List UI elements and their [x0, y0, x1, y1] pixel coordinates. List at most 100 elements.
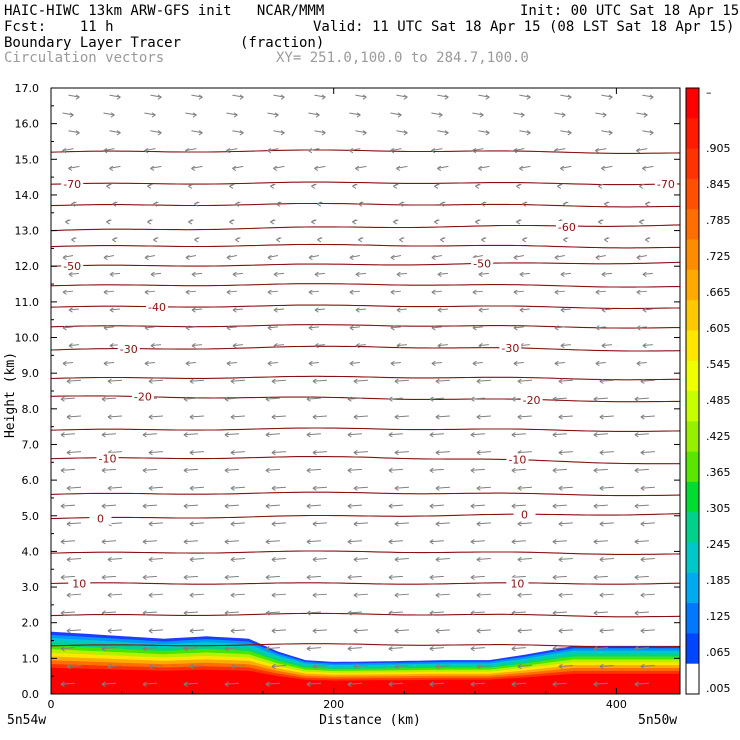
vector-head	[276, 237, 281, 241]
vector-head	[394, 380, 399, 384]
vector-head	[639, 221, 644, 225]
vector-head	[191, 271, 196, 275]
vector-head	[388, 470, 393, 474]
vector-arrow	[601, 94, 613, 98]
vector-head	[103, 291, 108, 295]
cross-section-endpoints: XY= 251.0,100.0 to 284.7,100.0	[276, 50, 529, 66]
contour-labels: 10 100 0-10 -10-20 -20-30 -30-40-50 -50-60-70-…	[61, 178, 677, 590]
vector-arrow	[601, 165, 613, 169]
vector-head	[265, 432, 270, 436]
vector-head	[265, 576, 270, 580]
vector-head	[476, 449, 481, 454]
vector-arrow	[183, 682, 198, 685]
vector-arrow	[560, 308, 571, 311]
vector-head	[517, 378, 522, 382]
vector-head	[513, 360, 518, 364]
vector-arrow	[435, 664, 450, 667]
vector-arrow	[191, 130, 203, 134]
vector-head	[642, 165, 647, 169]
vector-head	[265, 648, 270, 652]
vector-head	[479, 112, 484, 116]
vector-arrow	[148, 629, 163, 632]
vector-head	[593, 396, 598, 400]
vector-head	[349, 150, 354, 154]
vector-arrow	[478, 94, 490, 98]
vector-head	[62, 325, 67, 329]
vector-head	[394, 663, 399, 667]
vector-head	[347, 503, 352, 507]
vector-head	[356, 112, 361, 116]
vector-head	[189, 414, 194, 418]
vector-arrow	[60, 611, 75, 614]
vector-head	[280, 94, 285, 98]
vector-arrow	[306, 468, 321, 471]
vector-head	[517, 630, 522, 634]
vector-head	[511, 612, 516, 616]
vector-arrow	[314, 344, 325, 347]
colorbar-label: .905	[706, 142, 731, 155]
vector-arrow	[394, 486, 409, 489]
vector-arrow	[150, 94, 162, 98]
vector-head	[388, 683, 393, 687]
vector-head	[107, 628, 112, 632]
vector-arrow	[517, 629, 532, 632]
vector-arrow	[593, 682, 608, 685]
vector-head	[640, 663, 645, 667]
vector-head	[306, 432, 311, 436]
vector-arrow	[189, 451, 204, 454]
vector-arrow	[478, 272, 489, 275]
vector-arrow	[189, 664, 204, 667]
vector-head	[317, 203, 322, 207]
vector-head	[394, 559, 399, 563]
valid-time: Valid: 11 UTC Sat 18 Apr 15 (08 LST Sat …	[313, 19, 735, 35]
vector-head	[185, 363, 190, 367]
vector-head	[396, 343, 401, 347]
vector-arrow	[191, 308, 202, 311]
vector-head	[390, 363, 395, 367]
vector-arrow	[191, 94, 203, 98]
vector-arrow	[308, 361, 319, 364]
vector-head	[397, 114, 402, 118]
vector-head	[62, 289, 67, 293]
vector-head	[148, 378, 153, 382]
vector-head	[75, 132, 80, 136]
vector-head	[312, 628, 317, 632]
vector-head	[147, 219, 152, 223]
y-tick-label: 9.0	[22, 367, 40, 380]
vector-head	[62, 257, 67, 261]
isotherm-unlabeled-2	[51, 550, 680, 555]
vector-head	[554, 257, 559, 261]
vector-arrow	[355, 272, 366, 275]
vector-arrow	[355, 308, 366, 311]
colorbar-swatch	[686, 209, 699, 240]
vector-arrow	[396, 272, 407, 275]
vector-head	[230, 487, 235, 491]
vector-head	[434, 219, 439, 223]
vector-head	[599, 485, 604, 489]
vector-head	[560, 309, 565, 313]
vector-head	[558, 630, 563, 634]
vector-head	[593, 467, 598, 471]
vector-arrow	[429, 540, 444, 543]
isotherm--50	[51, 261, 680, 267]
vector-head	[183, 610, 188, 614]
vector-head	[271, 594, 276, 598]
vector-head	[142, 683, 147, 687]
vector-head	[476, 380, 481, 384]
vector-head	[224, 396, 229, 400]
contour-label-bg	[68, 577, 91, 590]
vector-head	[308, 325, 313, 329]
vector-head	[554, 289, 559, 293]
vector-head	[479, 114, 484, 118]
vector-head	[308, 254, 313, 258]
vector-arrow	[636, 290, 647, 293]
contour-label-bg	[654, 178, 677, 191]
vector-head	[226, 289, 231, 293]
vector-head	[189, 380, 194, 384]
vector-arrow	[226, 326, 237, 329]
vector-head	[66, 523, 71, 527]
vector-head	[239, 94, 244, 98]
vector-head	[390, 291, 395, 295]
vector-head	[353, 592, 358, 596]
